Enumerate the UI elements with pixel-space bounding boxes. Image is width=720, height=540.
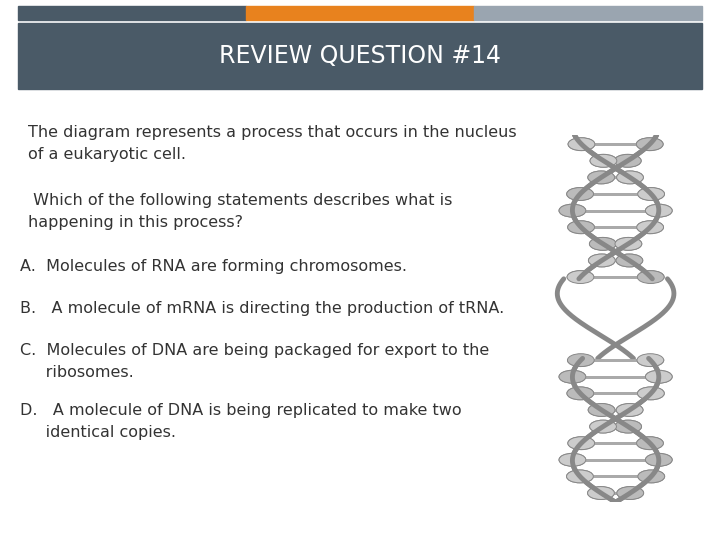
Ellipse shape [567,221,595,234]
Ellipse shape [590,238,616,250]
Ellipse shape [616,320,642,333]
Ellipse shape [645,370,672,383]
Ellipse shape [615,420,642,433]
Ellipse shape [614,154,642,167]
Ellipse shape [617,487,644,500]
Ellipse shape [589,337,616,350]
Ellipse shape [616,403,643,416]
Ellipse shape [616,403,643,416]
Text: REVIEW QUESTION #14: REVIEW QUESTION #14 [219,44,501,68]
Ellipse shape [615,420,642,433]
Ellipse shape [590,420,616,433]
Ellipse shape [559,204,586,217]
Ellipse shape [637,387,665,400]
Bar [18,23,702,89]
Ellipse shape [638,187,665,200]
Ellipse shape [567,304,594,317]
Ellipse shape [590,154,617,167]
Ellipse shape [588,403,615,416]
Ellipse shape [638,470,665,483]
Text: D.   A molecule of DNA is being replicated to make two
     identical copies.: D. A molecule of DNA is being replicated… [20,403,462,440]
Text: Which of the following statements describes what is
happening in this process?: Which of the following statements descri… [28,193,452,230]
Text: A.  Molecules of RNA are forming chromosomes.: A. Molecules of RNA are forming chromoso… [20,259,407,274]
Ellipse shape [589,320,616,333]
Ellipse shape [636,138,663,151]
Ellipse shape [636,437,663,450]
Bar [18,6,246,20]
Ellipse shape [636,138,663,151]
Ellipse shape [567,470,593,483]
Ellipse shape [559,370,586,383]
Ellipse shape [645,454,672,466]
Ellipse shape [568,138,595,151]
Ellipse shape [590,154,617,167]
Ellipse shape [616,254,643,267]
Ellipse shape [567,470,593,483]
Ellipse shape [616,254,643,267]
Ellipse shape [636,437,663,450]
Ellipse shape [559,204,586,217]
Ellipse shape [645,454,672,466]
Ellipse shape [645,287,672,300]
Ellipse shape [588,487,614,500]
Ellipse shape [559,370,586,383]
Ellipse shape [567,271,594,284]
Bar [246,6,474,20]
Ellipse shape [559,454,586,466]
Ellipse shape [637,304,664,317]
Ellipse shape [588,171,615,184]
Text: C.  Molecules of DNA are being packaged for export to the
     ribosomes.: C. Molecules of DNA are being packaged f… [20,343,490,380]
Ellipse shape [637,354,664,367]
Ellipse shape [590,420,616,433]
Ellipse shape [636,221,664,234]
Ellipse shape [568,437,595,450]
Ellipse shape [616,171,644,184]
Ellipse shape [617,487,644,500]
Ellipse shape [638,187,665,200]
Ellipse shape [567,271,594,284]
Ellipse shape [637,354,664,367]
Text: The diagram represents a process that occurs in the nucleus
of a eukaryotic cell: The diagram represents a process that oc… [28,125,517,162]
Ellipse shape [645,370,672,383]
Ellipse shape [567,387,594,400]
Ellipse shape [616,171,644,184]
Ellipse shape [614,154,642,167]
Ellipse shape [559,454,586,466]
Ellipse shape [559,287,586,300]
Text: B.   A molecule of mRNA is directing the production of tRNA.: B. A molecule of mRNA is directing the p… [20,301,504,316]
Ellipse shape [567,354,594,367]
Ellipse shape [588,254,615,267]
Ellipse shape [590,238,616,250]
Ellipse shape [588,403,615,416]
Ellipse shape [615,238,642,250]
Ellipse shape [567,187,593,200]
Ellipse shape [567,387,594,400]
Ellipse shape [568,138,595,151]
Ellipse shape [588,254,615,267]
Ellipse shape [616,337,642,350]
Ellipse shape [637,271,664,284]
Ellipse shape [645,204,672,217]
Ellipse shape [588,171,615,184]
Bar [474,6,702,20]
Ellipse shape [636,221,664,234]
Ellipse shape [588,487,614,500]
Ellipse shape [568,437,595,450]
Ellipse shape [567,221,595,234]
Ellipse shape [637,271,664,284]
Ellipse shape [637,387,665,400]
Ellipse shape [567,187,593,200]
Ellipse shape [638,470,665,483]
Ellipse shape [567,354,594,367]
Ellipse shape [615,238,642,250]
Ellipse shape [645,204,672,217]
